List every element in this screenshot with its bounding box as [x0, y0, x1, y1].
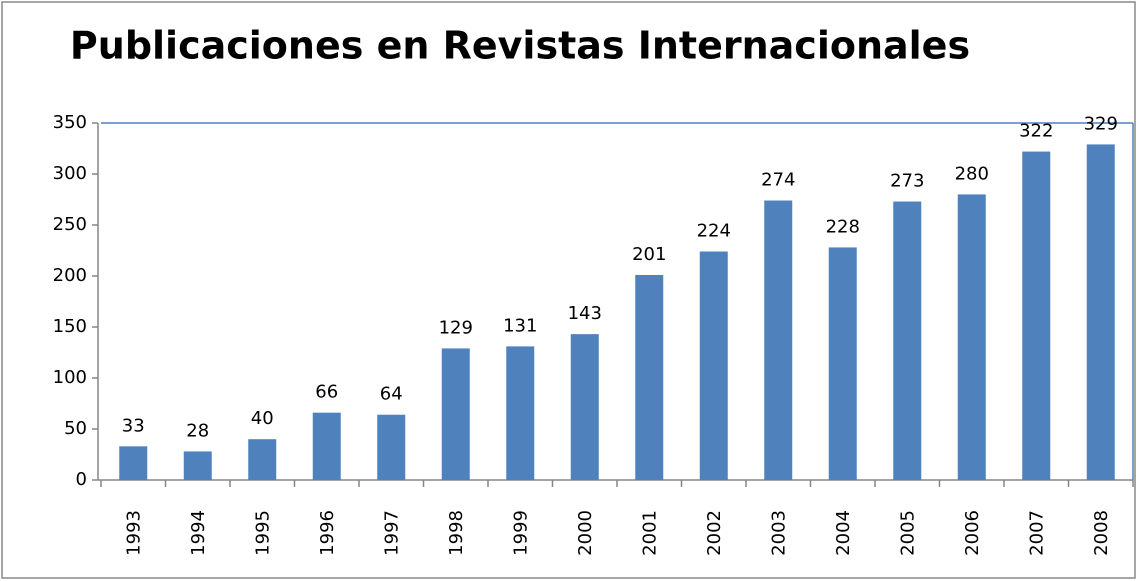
x-tick-label: 2005	[897, 510, 918, 556]
bar	[506, 346, 535, 480]
data-label: 129	[439, 317, 473, 338]
x-tick-label: 2006	[962, 510, 983, 556]
data-label: 201	[632, 244, 666, 265]
y-tick-label: 100	[53, 367, 87, 388]
data-label: 28	[186, 420, 209, 441]
data-label: 273	[890, 171, 924, 192]
y-tick-label: 200	[53, 265, 87, 286]
data-label: 274	[761, 170, 795, 191]
x-tick-label: 1993	[123, 510, 144, 556]
x-tick-label: 2007	[1026, 510, 1047, 556]
bar	[764, 200, 793, 480]
x-tick-label: 1994	[188, 510, 209, 556]
data-label: 228	[826, 216, 860, 237]
bar	[828, 247, 857, 480]
bar	[248, 439, 277, 480]
x-tick-label: 2008	[1091, 510, 1112, 556]
bar	[1086, 144, 1115, 481]
x-tick-label: 1996	[317, 510, 338, 556]
x-tick-label: 1998	[446, 510, 467, 556]
bar	[957, 194, 986, 480]
y-tick-label: 150	[53, 316, 87, 337]
y-tick-label: 300	[53, 163, 87, 184]
bar	[441, 348, 470, 480]
bar	[1022, 151, 1051, 480]
bar	[570, 334, 599, 480]
data-label: 329	[1084, 113, 1118, 134]
bar	[377, 414, 406, 480]
data-label: 143	[568, 303, 602, 324]
bar	[312, 412, 341, 480]
data-label: 280	[955, 163, 989, 184]
y-tick-label: 350	[53, 112, 87, 133]
data-label: 33	[122, 415, 145, 436]
x-tick-label: 2002	[704, 510, 725, 556]
x-tick-label: 1995	[252, 510, 273, 556]
data-label: 131	[503, 315, 537, 336]
data-label: 64	[380, 384, 403, 405]
bar	[893, 201, 922, 481]
x-tick-label: 1999	[510, 510, 531, 556]
data-label: 322	[1019, 121, 1053, 142]
y-tick-label: 50	[64, 418, 87, 439]
y-tick-label: 0	[76, 469, 87, 490]
bar	[119, 446, 148, 480]
x-tick-label: 2004	[833, 510, 854, 556]
bar	[699, 251, 728, 480]
data-label: 40	[251, 408, 274, 429]
y-tick-label: 250	[53, 214, 87, 235]
x-tick-label: 2000	[575, 510, 596, 556]
data-label: 224	[697, 221, 731, 242]
x-tick-label: 2003	[768, 510, 789, 556]
bar	[183, 451, 212, 480]
bar	[635, 274, 664, 480]
chart-title: Publicaciones en Revistas Internacionale…	[70, 24, 970, 68]
data-label: 66	[315, 382, 338, 403]
x-tick-label: 1997	[381, 510, 402, 556]
x-tick-label: 2001	[639, 510, 660, 556]
